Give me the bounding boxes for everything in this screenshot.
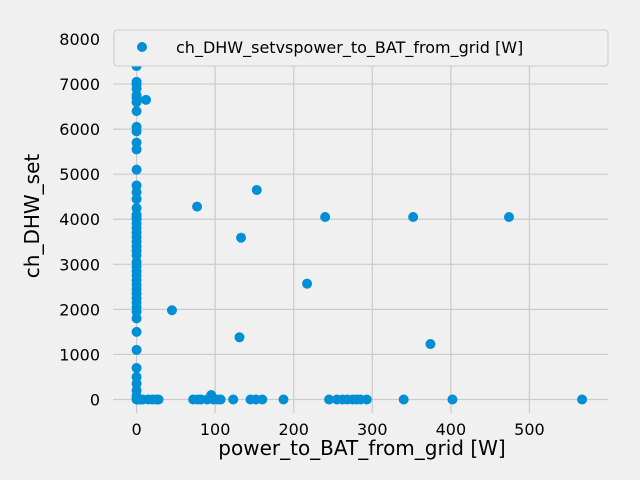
y-tick-label: 5000 (59, 165, 100, 184)
legend-label: ch_DHW_setvspower_to_BAT_from_grid [W] (176, 38, 523, 58)
data-point (153, 394, 164, 405)
x-tick-label: 100 (200, 420, 231, 439)
data-point (166, 305, 177, 316)
data-point (278, 394, 289, 405)
data-point (302, 278, 313, 289)
data-point (361, 394, 372, 405)
data-point (131, 126, 142, 137)
data-point (131, 344, 142, 355)
data-point (131, 97, 142, 108)
y-tick-label: 1000 (59, 345, 100, 364)
y-tick-label: 3000 (59, 255, 100, 274)
data-point (131, 362, 142, 373)
data-point (251, 184, 262, 195)
data-point (131, 326, 142, 337)
data-point (504, 211, 514, 222)
data-point (131, 106, 142, 117)
data-point (215, 394, 226, 405)
y-tick-label: 2000 (59, 300, 100, 319)
data-point (236, 232, 247, 243)
legend-box (113, 29, 609, 67)
y-tick-label: 7000 (59, 75, 100, 94)
y-tick-label: 4000 (59, 210, 100, 229)
data-points (131, 29, 588, 405)
x-tick-label: 200 (278, 420, 309, 439)
data-point (131, 164, 142, 175)
x-tick-label: 0 (131, 420, 141, 439)
x-axis-label: power_to_BAT_from_grid [W] (218, 436, 505, 460)
y-tick-label: 0 (90, 390, 100, 409)
data-point (447, 394, 458, 405)
data-point (324, 394, 335, 405)
data-point (398, 394, 409, 405)
data-point (408, 211, 419, 222)
data-point (228, 394, 239, 405)
data-point (257, 394, 268, 405)
data-point (577, 394, 588, 405)
data-point (131, 193, 142, 204)
x-tick-label: 400 (436, 420, 467, 439)
data-point (192, 201, 203, 212)
grid (113, 30, 608, 413)
legend-marker (137, 42, 147, 52)
x-tick-label: 300 (357, 420, 388, 439)
data-point (141, 94, 151, 105)
legend: ch_DHW_setvspower_to_BAT_from_grid [W] (113, 29, 609, 67)
data-point (320, 211, 331, 222)
x-tick-label: 500 (514, 420, 545, 439)
y-tick-label: 6000 (59, 120, 100, 139)
y-axis-label: ch_DHW_set (20, 154, 44, 279)
x-tick-labels: 0 100 200 300 400 500 (131, 420, 544, 439)
y-tick-labels: 0 1000 2000 3000 4000 5000 6000 7000 8000 (59, 30, 100, 409)
data-point (131, 144, 142, 155)
data-point (425, 339, 436, 350)
y-tick-label: 8000 (59, 30, 100, 49)
data-point (234, 332, 245, 343)
data-point (131, 313, 142, 324)
